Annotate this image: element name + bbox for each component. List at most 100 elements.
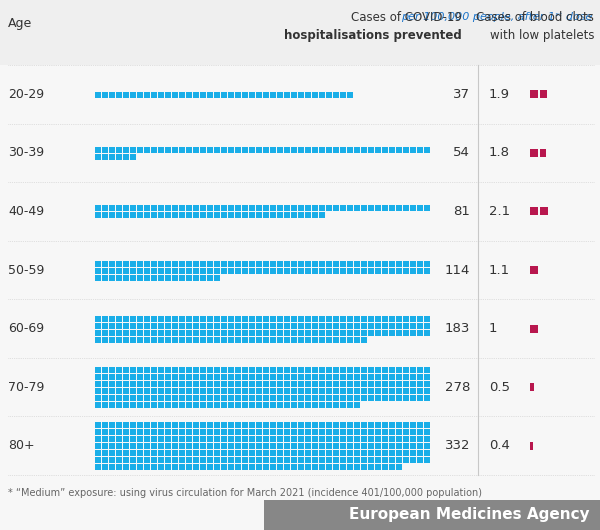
Bar <box>354 323 360 329</box>
Bar <box>158 92 164 98</box>
Bar <box>95 457 101 463</box>
Bar <box>277 436 283 442</box>
Bar <box>361 337 367 342</box>
Bar <box>417 147 423 153</box>
Bar <box>333 268 339 273</box>
Bar <box>207 422 213 428</box>
Bar <box>326 388 332 394</box>
Bar <box>403 268 409 273</box>
Bar <box>158 381 164 387</box>
Bar <box>165 275 171 280</box>
Bar <box>249 388 255 394</box>
Bar <box>361 147 367 153</box>
Bar <box>333 402 339 408</box>
Bar <box>270 429 276 435</box>
Bar <box>396 429 402 435</box>
Bar <box>277 395 283 401</box>
Bar <box>214 268 220 273</box>
Bar <box>389 261 395 267</box>
Bar <box>242 388 248 394</box>
Bar <box>214 261 220 267</box>
Bar <box>193 323 199 329</box>
Bar <box>165 457 171 463</box>
Bar <box>256 402 262 408</box>
Bar <box>424 268 430 273</box>
Bar <box>403 450 409 456</box>
Bar <box>186 374 192 380</box>
Bar <box>207 315 213 322</box>
Bar <box>186 457 192 463</box>
Bar <box>214 402 220 408</box>
Bar <box>312 213 318 218</box>
Bar <box>256 395 262 401</box>
Bar <box>424 450 430 456</box>
Bar <box>354 315 360 322</box>
Bar <box>242 457 248 463</box>
Bar <box>263 464 269 470</box>
Bar <box>186 450 192 456</box>
Bar <box>389 367 395 373</box>
Bar <box>326 429 332 435</box>
Bar <box>326 261 332 267</box>
Bar <box>298 402 304 408</box>
Bar <box>200 147 206 153</box>
Bar <box>144 92 150 98</box>
Bar <box>326 436 332 442</box>
Bar <box>109 261 115 267</box>
Bar <box>382 206 388 211</box>
Bar <box>158 206 164 211</box>
Bar <box>312 457 318 463</box>
Bar <box>291 457 297 463</box>
Bar <box>417 261 423 267</box>
Bar <box>200 337 206 342</box>
Bar <box>326 374 332 380</box>
Bar <box>193 367 199 373</box>
Bar <box>347 450 353 456</box>
Bar <box>214 315 220 322</box>
Bar <box>144 367 150 373</box>
Bar <box>424 422 430 428</box>
Bar <box>333 443 339 449</box>
Bar <box>424 147 430 153</box>
Bar <box>158 147 164 153</box>
Bar <box>403 457 409 463</box>
Bar <box>95 374 101 380</box>
Bar <box>312 422 318 428</box>
Bar <box>144 268 150 273</box>
Bar <box>530 90 538 98</box>
Bar <box>354 450 360 456</box>
Bar <box>403 315 409 322</box>
Bar <box>249 402 255 408</box>
Bar <box>193 381 199 387</box>
Bar <box>368 268 374 273</box>
Bar <box>137 374 143 380</box>
Bar <box>410 381 416 387</box>
Bar <box>221 330 227 335</box>
Bar <box>249 422 255 428</box>
Bar <box>284 92 290 98</box>
Bar <box>354 402 360 408</box>
Bar <box>284 443 290 449</box>
Bar <box>221 268 227 273</box>
Bar <box>102 206 108 211</box>
Bar <box>417 388 423 394</box>
Bar <box>235 436 241 442</box>
Bar <box>540 207 548 215</box>
Bar <box>382 457 388 463</box>
Bar <box>151 381 157 387</box>
Bar <box>284 381 290 387</box>
Bar <box>333 436 339 442</box>
Bar <box>235 395 241 401</box>
Bar <box>179 381 185 387</box>
Bar <box>186 402 192 408</box>
Bar <box>263 381 269 387</box>
Bar <box>165 402 171 408</box>
Bar <box>193 261 199 267</box>
Text: hospitalisations prevented: hospitalisations prevented <box>284 29 462 42</box>
Bar <box>417 315 423 322</box>
Bar <box>228 450 234 456</box>
Bar <box>179 436 185 442</box>
Bar <box>305 374 311 380</box>
Bar <box>361 323 367 329</box>
Bar <box>95 330 101 335</box>
